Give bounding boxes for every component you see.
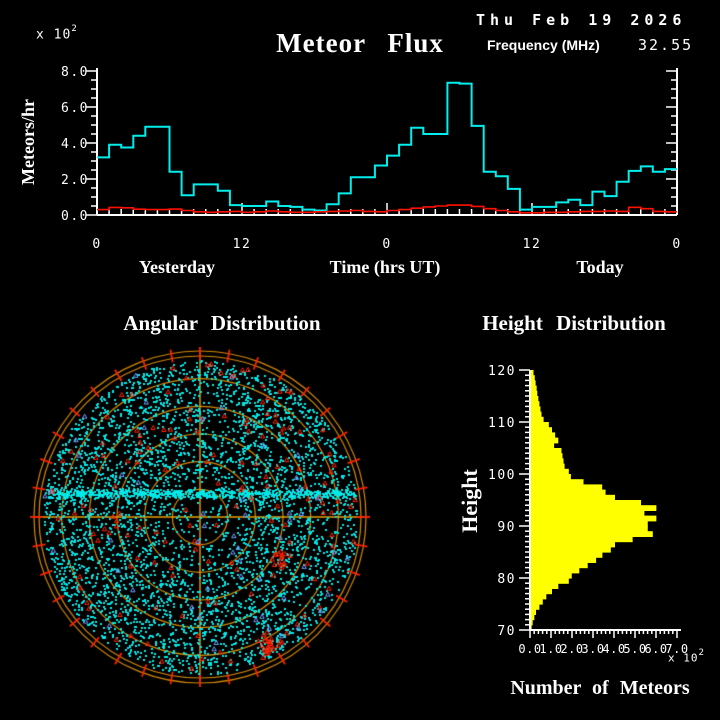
flux-chart: 0.0 2.0 4.0 6.0 8.0 0 12 0 12 0 [61,65,681,252]
height-x-tick-labels: 0.01.02.03.04.05.06.07.0 [518,642,688,656]
height-scale-exponent: 2 [698,648,705,658]
svg-text:8.0: 8.0 [61,65,89,80]
svg-text:4.0: 4.0 [61,137,89,152]
svg-text:6.0: 6.0 [644,642,667,656]
svg-text:4.0: 4.0 [602,642,625,656]
flux-scale-base: x 10 [36,27,72,43]
flux-y-axis-label: Meteors/hr [18,99,38,185]
height-chart: 70 80 90 100 110 120 0.01.02.03.04.05.06.07.0 [488,364,688,656]
svg-text:100: 100 [488,468,516,483]
flux-series-meteor-flux [97,81,677,212]
svg-text:2.0: 2.0 [560,642,583,656]
x-region-label-today: Today [576,257,624,277]
svg-text:120: 120 [488,364,516,379]
svg-text:80: 80 [497,572,516,587]
frequency-value: 32.55 [638,36,694,54]
svg-text:0: 0 [92,237,101,252]
height-x-scale-note: x 102 [668,648,705,665]
flux-y-scale-note: x 102 [36,24,78,43]
height-distribution-title: Height Distribution [482,311,666,335]
angular-distribution-plot [30,347,370,687]
angular-distribution-title: Angular Distribution [123,311,321,335]
frequency-label: Frequency (MHz) [487,37,600,53]
flux-x-axis-label: Time (hrs UT) [329,257,441,277]
height-bars [531,370,657,631]
svg-text:12: 12 [523,237,542,252]
date-label: Thu Feb 19 2026 [476,11,687,29]
svg-text:6.0: 6.0 [61,101,89,116]
svg-text:0.0: 0.0 [61,209,89,224]
flux-axes [96,68,678,216]
x-region-label-yesterday: Yesterday [139,257,215,277]
flux-y-tick-labels: 0.0 2.0 4.0 6.0 8.0 [61,65,89,224]
height-y-tick-labels: 70 80 90 100 110 120 [488,364,516,639]
svg-text:0: 0 [382,237,391,252]
svg-text:110: 110 [488,416,516,431]
svg-text:0.0: 0.0 [518,642,541,656]
svg-text:90: 90 [497,520,516,535]
flux-scale-exponent: 2 [71,24,78,34]
svg-text:1.0: 1.0 [539,642,562,656]
svg-text:70: 70 [497,624,516,639]
svg-text:2.0: 2.0 [61,173,89,188]
page-title: Meteor Flux [276,28,444,58]
height-ticks [519,369,678,638]
svg-text:12: 12 [233,237,252,252]
svg-text:7.0: 7.0 [665,642,688,656]
flux-x-tick-labels: 0 12 0 12 0 [92,237,681,252]
flux-series-baseline [97,204,677,214]
height-y-axis-label: Height [457,469,482,533]
flux-ticks [86,70,678,216]
svg-text:3.0: 3.0 [581,642,604,656]
svg-text:0: 0 [672,237,681,252]
svg-text:5.0: 5.0 [623,642,646,656]
height-scale-base: x 10 [668,651,699,665]
height-x-axis-label: Number of Meteors [510,677,690,699]
